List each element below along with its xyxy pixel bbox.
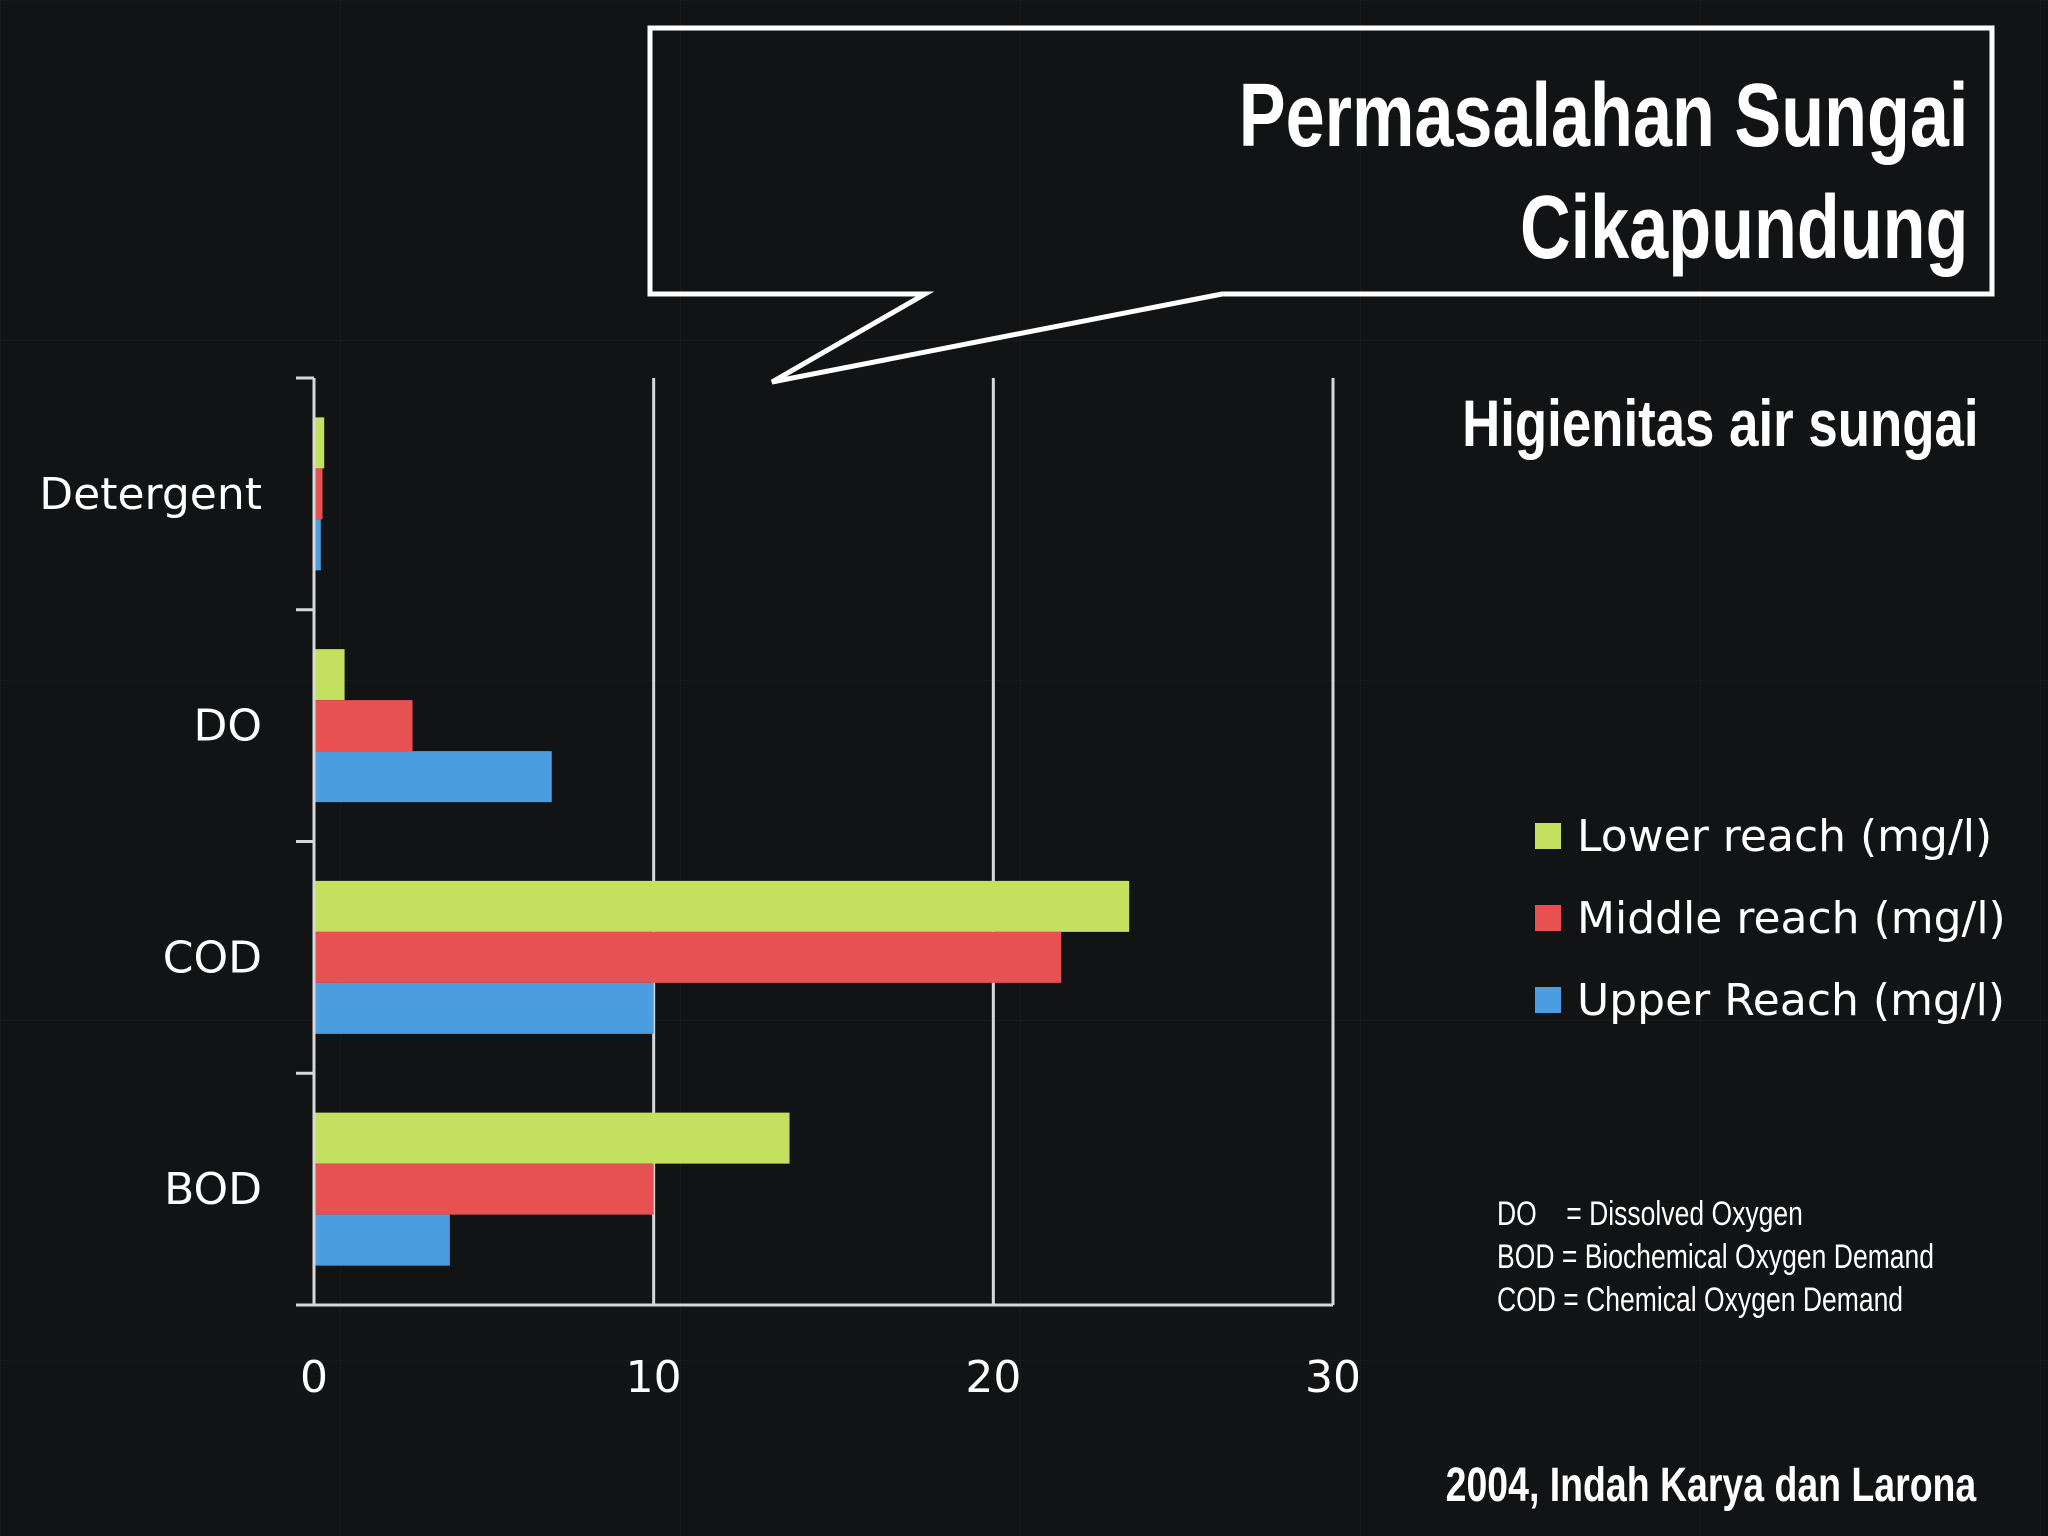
legend-item-middle: Middle reach (mg/l) xyxy=(1535,877,2006,959)
chart-title: Permasalahan Sungai Cikapundung xyxy=(1238,60,1968,284)
y-category-label-bod: BOD xyxy=(164,1164,262,1215)
legend-item-upper: Upper Reach (mg/l) xyxy=(1535,959,2006,1041)
legend-label-lower: Lower reach (mg/l) xyxy=(1577,810,1993,862)
y-category-label-do: DO xyxy=(193,701,262,752)
legend: Lower reach (mg/l) Middle reach (mg/l) U… xyxy=(1535,795,2006,1041)
abbreviation-notes: DO = Dissolved Oxygen BOD = Biochemical … xyxy=(1497,1193,1934,1322)
bar-do-upper xyxy=(314,751,552,803)
x-tick-label-30: 30 xyxy=(1305,1352,1361,1403)
bar-do-lower xyxy=(314,649,345,701)
bar-cod-middle xyxy=(314,931,1062,983)
x-tick-label-10: 10 xyxy=(626,1352,682,1403)
x-tick-label-20: 20 xyxy=(965,1352,1021,1403)
legend-swatch-middle xyxy=(1535,905,1561,931)
x-tick-label-0: 0 xyxy=(300,1352,328,1403)
bar-bod-middle xyxy=(314,1163,654,1215)
source-credit: 2004, Indah Karya dan Larona xyxy=(1445,1459,1976,1512)
note-cod: COD = Chemical Oxygen Demand xyxy=(1497,1281,1904,1319)
bar-do-middle xyxy=(314,700,413,752)
bar-detergent-lower xyxy=(314,417,325,469)
bar-bod-upper xyxy=(314,1214,450,1266)
bar-detergent-middle xyxy=(314,468,323,520)
legend-swatch-upper xyxy=(1535,987,1561,1013)
bar-detergent-upper xyxy=(314,519,321,571)
note-do: DO = Dissolved Oxygen xyxy=(1497,1195,1803,1233)
legend-label-upper: Upper Reach (mg/l) xyxy=(1577,974,2006,1026)
bar-bod-lower xyxy=(314,1112,790,1164)
legend-swatch-lower xyxy=(1535,823,1561,849)
note-bod: BOD = Biochemical Oxygen Demand xyxy=(1497,1238,1935,1276)
title-callout xyxy=(647,25,1995,385)
bars xyxy=(314,417,1130,1266)
bar-cod-lower xyxy=(314,880,1130,932)
chart-subtitle: Higienitas air sungai xyxy=(1461,386,1978,460)
axes xyxy=(296,376,1333,1307)
legend-label-middle: Middle reach (mg/l) xyxy=(1577,892,2006,944)
y-category-label-cod: COD xyxy=(163,932,262,983)
y-category-label-detergent: Detergent xyxy=(39,469,262,520)
bar-cod-upper xyxy=(314,982,654,1034)
axis-labels: 0 10 20 30 Detergent DO COD BOD xyxy=(39,469,1361,1403)
title-line-1: Permasalahan Sungai xyxy=(1238,66,1968,166)
gridlines xyxy=(652,378,1335,1305)
title-line-2: Cikapundung xyxy=(1519,178,1968,278)
legend-item-lower: Lower reach (mg/l) xyxy=(1535,795,2006,877)
